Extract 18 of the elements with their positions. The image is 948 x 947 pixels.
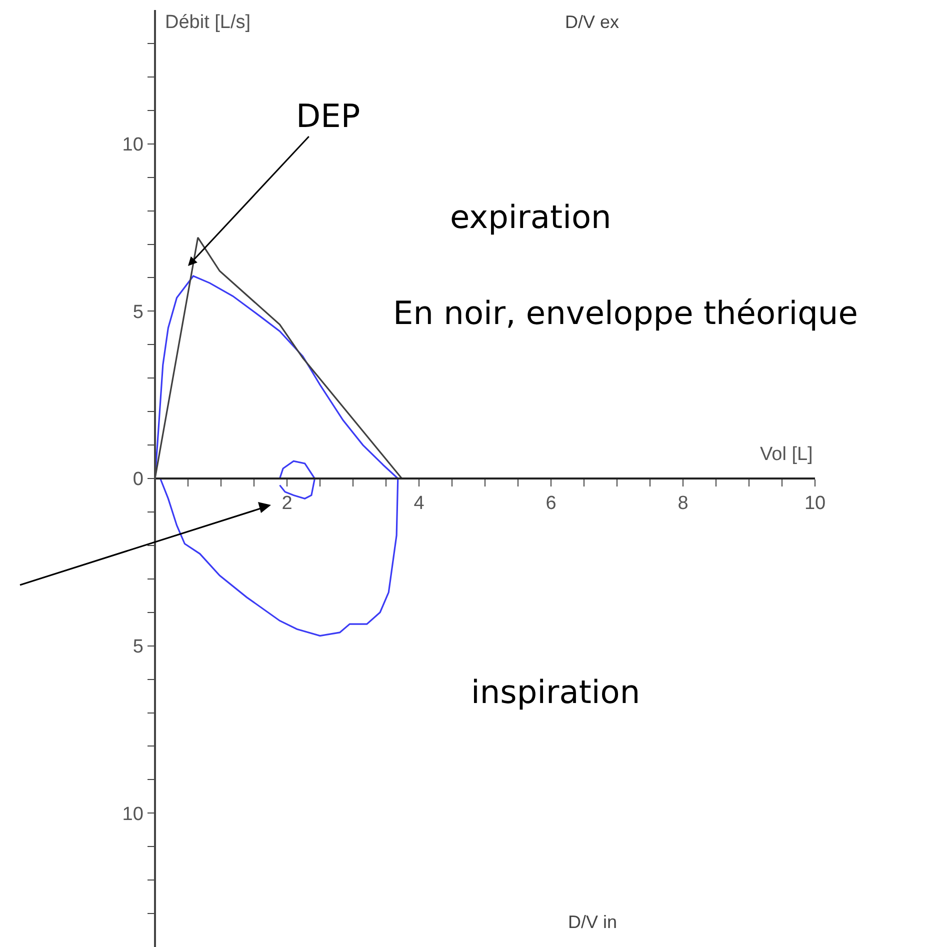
y-axis-title: Débit [L/s] bbox=[165, 12, 251, 33]
y-tick-label: 0 bbox=[132, 469, 144, 490]
y-tick-label: 5 bbox=[132, 636, 144, 658]
x-tick-label: 2 bbox=[282, 493, 292, 514]
x-tick-label: 4 bbox=[414, 493, 425, 514]
x-tick-label: 10 bbox=[804, 493, 826, 514]
annotation: DEP bbox=[296, 97, 360, 135]
y-tick-label: 5 bbox=[132, 302, 144, 323]
annotation: inspiration bbox=[471, 673, 640, 711]
x-tick-label: 8 bbox=[678, 493, 688, 514]
annotation: D/V in bbox=[568, 912, 618, 932]
y-tick-label: 10 bbox=[122, 134, 144, 156]
x-axis-title: Vol [L] bbox=[760, 444, 813, 465]
annotation: expiration bbox=[450, 198, 612, 236]
y-tick-label: 10 bbox=[122, 804, 144, 825]
annotation: D/V ex bbox=[565, 12, 620, 32]
annotation: En noir, enveloppe théorique bbox=[393, 294, 858, 332]
x-tick-label: 6 bbox=[546, 493, 556, 514]
